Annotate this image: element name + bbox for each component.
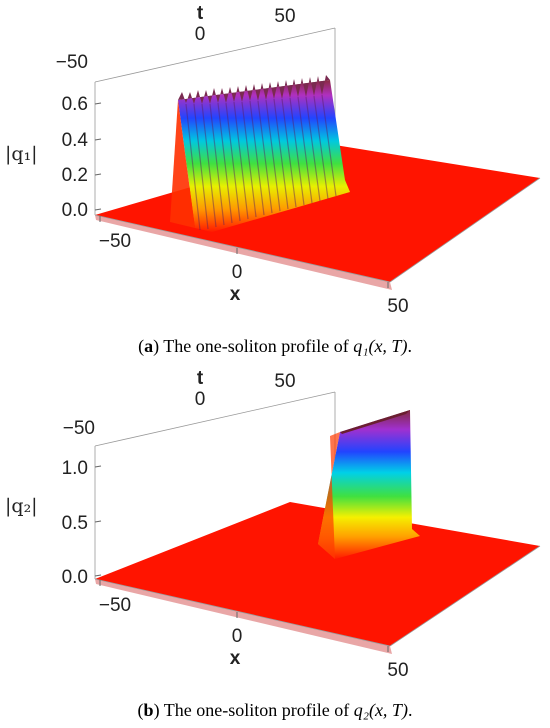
z-axis-label-b: |q₂| bbox=[5, 495, 38, 517]
z-tick-a-0: 0.0 bbox=[62, 200, 88, 221]
t-tick-a-2: 50 bbox=[274, 6, 295, 27]
soliton-peaks-a bbox=[178, 75, 330, 104]
caption-letter-b: b bbox=[143, 700, 154, 720]
caption-text-b: The one-soliton profile of bbox=[159, 700, 354, 720]
caption-math-b: q₂(x, T) bbox=[353, 700, 408, 720]
x-tick-b-0: −50 bbox=[99, 595, 131, 616]
t-tick-b-0: −50 bbox=[63, 418, 95, 439]
x-axis-label-b: x bbox=[230, 648, 241, 669]
z-tick-b-0: 0.0 bbox=[62, 567, 88, 588]
z-axis-label-a: |q₁| bbox=[5, 143, 38, 165]
ridge-stripes-a bbox=[185, 94, 337, 231]
x-tick-b-2: 50 bbox=[387, 660, 408, 681]
z-tick-b-2: 1.0 bbox=[62, 458, 88, 479]
x-tick-a-0: −50 bbox=[99, 231, 131, 252]
plot-a: 0.0 0.2 0.4 0.6 |q₁| −50 0 50 t −50 0 50… bbox=[5, 3, 541, 317]
caption-math-a: q₁(x, T) bbox=[353, 336, 408, 356]
t-tick-b-1: 0 bbox=[195, 389, 206, 410]
panel-b: 0.0 0.5 1.0 |q₂| −50 0 50 t −50 0 50 x (… bbox=[0, 364, 550, 728]
plot-b: 0.0 0.5 1.0 |q₂| −50 0 50 t −50 0 50 x bbox=[5, 368, 541, 681]
caption-letter-a: a bbox=[144, 336, 154, 356]
x-axis-label-a: x bbox=[230, 284, 241, 305]
floor-surface-b bbox=[95, 502, 540, 646]
x-tick-a-2: 50 bbox=[387, 296, 408, 317]
t-tick-b-2: 50 bbox=[274, 371, 295, 392]
t-axis-label-b: t bbox=[197, 368, 204, 389]
caption-a: (a) The one-soliton profile of q₁(x, T). bbox=[138, 336, 412, 356]
x-tick-b-1: 0 bbox=[232, 626, 243, 647]
soliton-ridge-b bbox=[318, 410, 420, 559]
caption-text-a: The one-soliton profile of bbox=[159, 336, 354, 356]
z-tick-b-1: 0.5 bbox=[62, 513, 88, 534]
panel-a: 0.0 0.2 0.4 0.6 |q₁| −50 0 50 t −50 0 50… bbox=[5, 3, 541, 356]
caption-end-b: . bbox=[407, 700, 413, 720]
soliton-ridge-a bbox=[178, 80, 350, 232]
z-tick-a-3: 0.6 bbox=[62, 94, 88, 115]
t-tick-a-0: −50 bbox=[56, 52, 88, 73]
z-tick-a-2: 0.4 bbox=[62, 130, 89, 151]
t-tick-a-1: 0 bbox=[195, 24, 206, 45]
caption-end-a: . bbox=[407, 336, 412, 356]
t-axis-label-a: t bbox=[197, 3, 204, 24]
floor-surface-a bbox=[95, 145, 540, 282]
x-tick-a-1: 0 bbox=[232, 262, 243, 283]
caption-b: (b) The one-soliton profile of q₂(x, T). bbox=[137, 700, 413, 720]
z-tick-a-1: 0.2 bbox=[62, 165, 88, 186]
